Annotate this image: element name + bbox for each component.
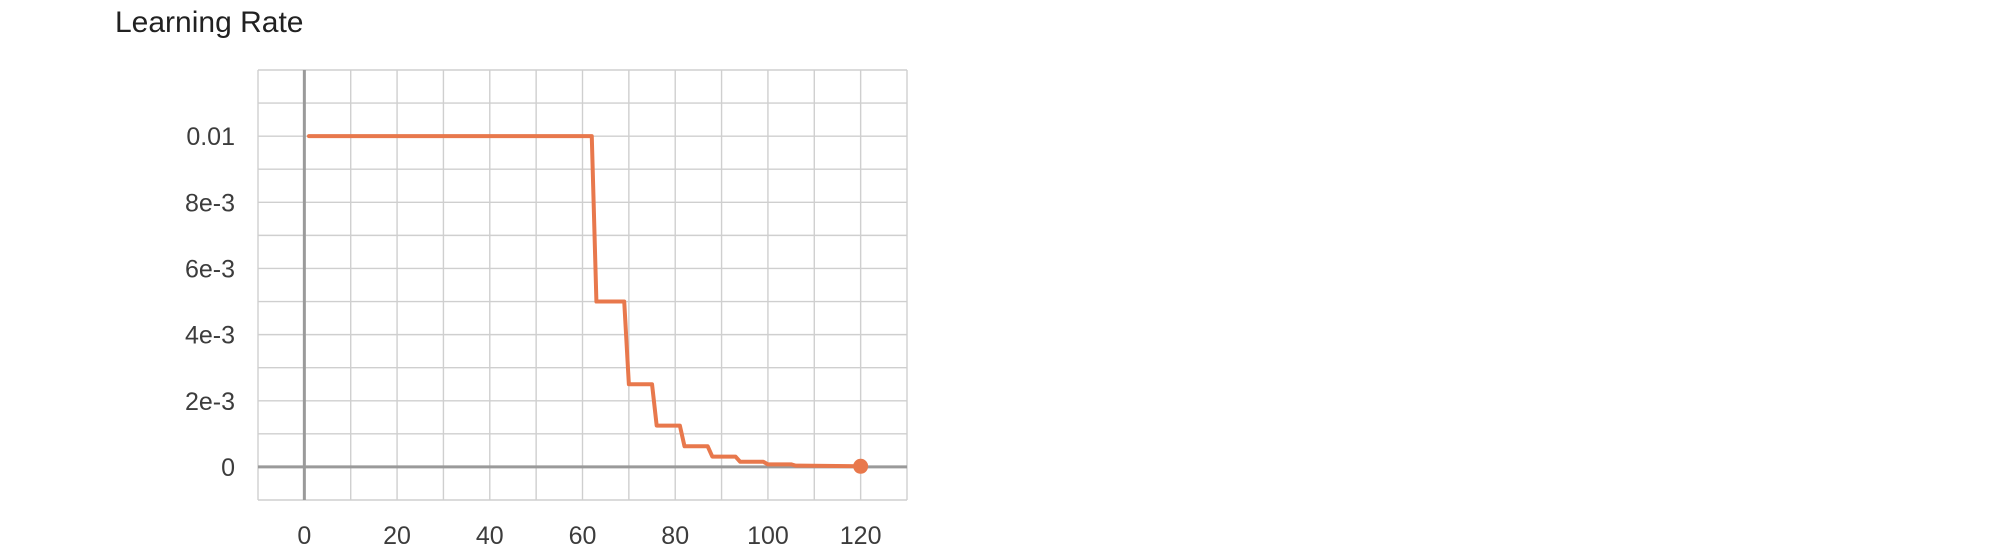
y-tick-label: 0.01 [186, 123, 235, 151]
series-line [306, 134, 863, 469]
tick-labels: 0 2e-3 4e-3 6e-3 8e-3 0.01 0 20 40 60 80 100 120 [185, 123, 882, 550]
y-tick-label: 2e-3 [185, 388, 235, 416]
chart-title: Learning Rate [115, 6, 304, 39]
last-point-marker [853, 458, 869, 474]
x-tick-label: 20 [383, 522, 411, 550]
y-tick-label: 6e-3 [185, 255, 235, 283]
x-tick-label: 40 [476, 522, 504, 550]
x-tick-label: 60 [569, 522, 597, 550]
x-tick-label: 80 [661, 522, 689, 550]
y-tick-label: 4e-3 [185, 322, 235, 350]
y-tick-label: 8e-3 [185, 189, 235, 217]
x-tick-label: 120 [840, 522, 882, 550]
grid [257, 69, 908, 501]
series-layer [306, 134, 869, 474]
y-tick-label: 0 [221, 454, 235, 482]
x-tick-label: 100 [747, 522, 789, 550]
x-tick-label: 0 [297, 522, 311, 550]
